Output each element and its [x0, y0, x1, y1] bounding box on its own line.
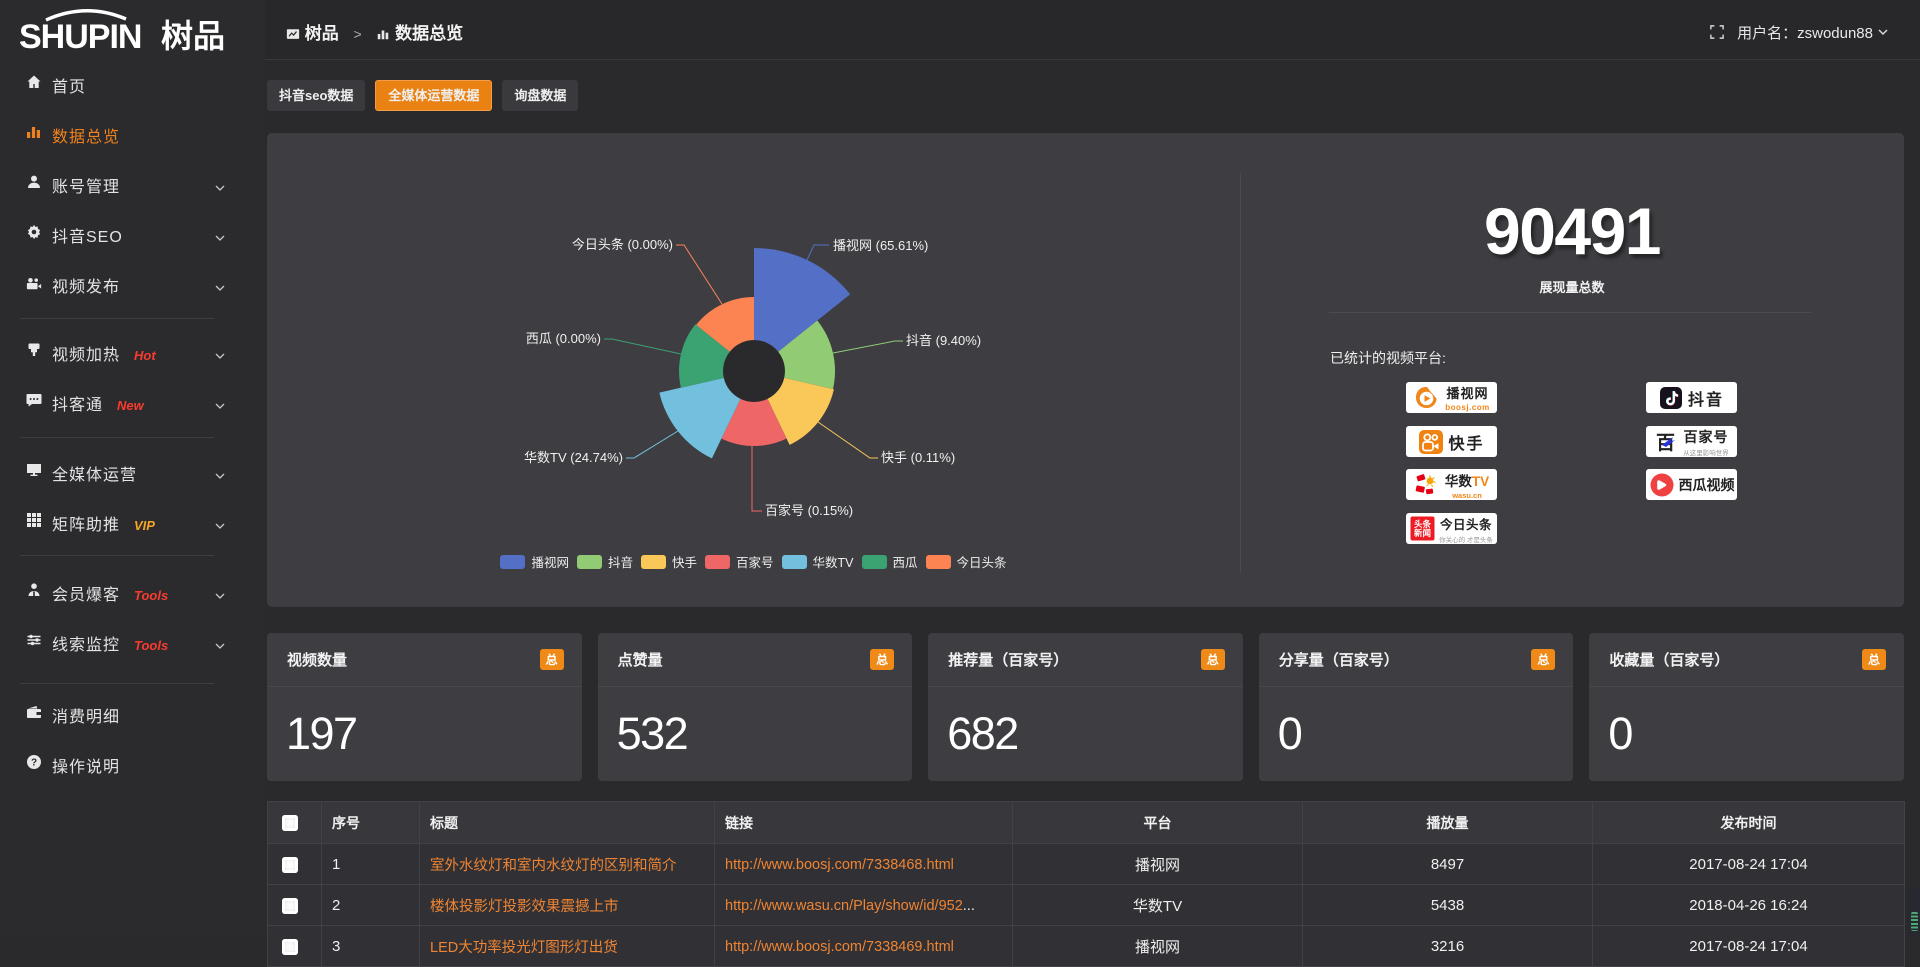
svg-text:百家号 (0.15%): 百家号 (0.15%): [765, 503, 853, 518]
svg-text:SHUPIN: SHUPIN: [19, 18, 141, 56]
svg-text:新闻: 新闻: [1414, 528, 1431, 538]
svg-text:华数TV (24.74%): 华数TV (24.74%): [524, 450, 623, 465]
svg-text:树品: 树品: [161, 18, 225, 54]
svg-text:快手 (0.11%): 快手 (0.11%): [881, 450, 955, 465]
svg-text:?: ?: [31, 758, 37, 769]
svg-text:头条: 头条: [1414, 519, 1432, 529]
svg-text:播视网 (65.61%): 播视网 (65.61%): [833, 238, 928, 253]
svg-text:抖音 (9.40%): 抖音 (9.40%): [906, 333, 981, 348]
svg-text:西瓜 (0.00%): 西瓜 (0.00%): [526, 331, 601, 346]
svg-text:今日头条 (0.00%): 今日头条 (0.00%): [572, 237, 673, 252]
